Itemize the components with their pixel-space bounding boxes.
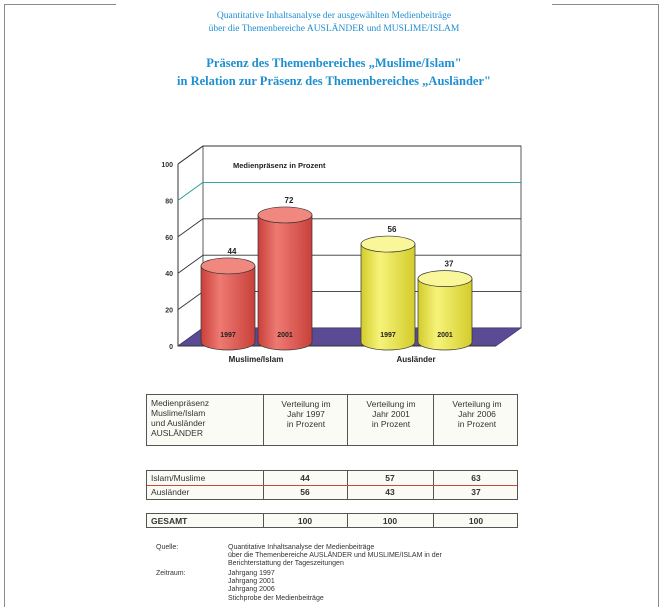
y-tick-label: 40	[165, 271, 173, 278]
bar-cylinder-top	[360, 235, 416, 253]
footer-period-text: Jahrgang 1997 Jahrgang 2001 Jahrgang 200…	[228, 570, 324, 602]
gridline-side	[177, 291, 204, 310]
y-tick-label: 80	[165, 198, 173, 205]
chart-heading-2: in Relation zur Präsenz des Themenbereic…	[177, 74, 491, 88]
footer-period-label: Zeitraum:	[156, 570, 186, 577]
table-cell: 100	[297, 516, 313, 526]
table-cell: 63	[471, 473, 481, 483]
table-cell: 100	[382, 516, 398, 526]
chart-heading-1: Präsenz des Themenbereiches „Muslime/Isl…	[206, 56, 462, 70]
document-page: Quantitative Inhaltsanalyse der ausgewäh…	[116, 4, 552, 607]
table-row-label: Islam/Muslime	[151, 473, 206, 483]
bar-cylinder	[257, 214, 313, 351]
table-header-1997: Verteilung im Jahr 1997 in Prozent	[281, 399, 331, 429]
gridline-side	[177, 218, 204, 238]
bar-cylinder	[200, 265, 256, 351]
bar-value-label: 44	[228, 247, 237, 256]
x-category-label: Ausländer	[396, 355, 435, 364]
y-tick-label: 20	[165, 308, 173, 315]
bar-year-label: 1997	[380, 332, 396, 339]
bar-cylinder	[360, 243, 416, 351]
table-cell: 44	[300, 473, 310, 483]
table-cell: 57	[385, 473, 395, 483]
bar-cylinder-top	[417, 270, 473, 288]
bar-cylinder-top	[200, 257, 256, 275]
footer-source-text: Quantitative Inhaltsanalyse der Medienbe…	[228, 544, 442, 568]
bar-chart: 0 20 40 60 80 100 Medienpräsenz in Prozent 44 19…	[161, 145, 522, 364]
footer-source-label: Quelle:	[156, 544, 179, 551]
table-cell: 37	[471, 487, 481, 497]
table-row-label: Ausländer	[151, 487, 190, 497]
gridline-side	[177, 182, 204, 201]
bar-cylinder	[417, 278, 473, 351]
gridline-side	[177, 145, 204, 165]
table-total-row: GESAMT 100 100 100	[146, 513, 518, 528]
bar-value-label: 56	[388, 225, 397, 234]
gridline-side	[177, 254, 204, 274]
table-cell: 100	[468, 516, 484, 526]
table-header-2006: Verteilung im Jahr 2006 in Prozent	[452, 399, 502, 429]
table-body: Islam/Muslime 44 57 63 Ausländer 56 43 3…	[146, 470, 518, 500]
table-total-label: GESAMT	[151, 516, 188, 526]
table-header-2001: Verteilung im Jahr 2001 in Prozent	[366, 399, 416, 429]
table-cell: 43	[385, 487, 395, 497]
y-tick-label: 60	[165, 235, 173, 242]
header-line-2: über die Themenbereiche AUSLÄNDER und MU…	[208, 24, 460, 34]
bar-value-label: 72	[285, 196, 294, 205]
bar-value-label: 37	[445, 260, 454, 269]
y-tick-label: 100	[161, 162, 173, 169]
header-line-1: Quantitative Inhaltsanalyse der ausgewäh…	[216, 11, 452, 21]
chart-title: Medienpräsenz in Prozent	[233, 161, 326, 170]
bar-year-label: 1997	[220, 332, 236, 339]
table-header: Medienpräsenz Muslime/Islam und Auslände…	[146, 394, 518, 446]
bar-year-label: 2001	[437, 332, 453, 339]
table-header-label: Medienpräsenz Muslime/Islam und Auslände…	[151, 398, 210, 438]
bar-year-label: 2001	[277, 332, 293, 339]
y-tick-label: 0	[169, 344, 173, 351]
x-category-label: Muslime/Islam	[229, 355, 284, 364]
bar-cylinder-top	[257, 206, 313, 224]
table-cell: 56	[300, 487, 310, 497]
